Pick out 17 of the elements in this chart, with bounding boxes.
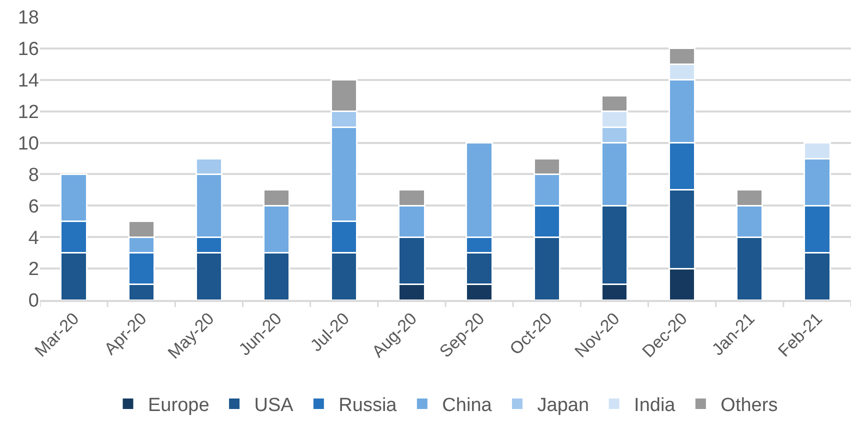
legend-label: Russia xyxy=(338,395,398,416)
legend-label: Japan xyxy=(537,395,590,416)
legend-label: Others xyxy=(720,395,778,416)
legend-label: Europe xyxy=(148,395,210,416)
y-tick-label: 0 xyxy=(28,290,39,312)
y-tick-label: 2 xyxy=(28,259,39,280)
y-tick-label: 12 xyxy=(18,102,39,123)
y-tick-label: 6 xyxy=(28,196,39,218)
y-tick-label: 14 xyxy=(18,70,40,92)
y-tick-label: 4 xyxy=(28,228,40,249)
legend-label: USA xyxy=(254,395,294,416)
y-tick-label: 18 xyxy=(18,8,39,29)
y-tick-label: 10 xyxy=(18,133,39,154)
y-tick-label: 16 xyxy=(18,39,39,60)
legend-label: India xyxy=(634,395,676,416)
y-tick-label: 8 xyxy=(28,164,39,186)
legend-label: China xyxy=(442,395,492,416)
